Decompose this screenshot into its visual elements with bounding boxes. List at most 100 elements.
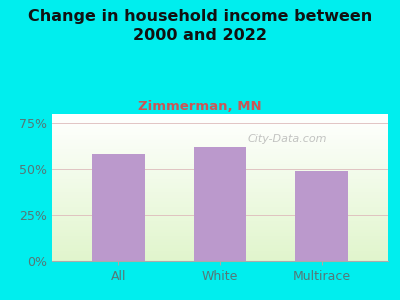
Bar [52,146,388,148]
Bar [52,223,388,224]
Bar [52,123,388,124]
Bar [52,154,388,155]
Bar [52,127,388,129]
Bar [52,152,388,154]
Bar [52,235,388,236]
Bar [52,192,388,194]
Bar [52,149,388,151]
Bar [52,182,388,183]
Text: Zimmerman, MN: Zimmerman, MN [138,100,262,113]
Bar [52,256,388,258]
Bar [52,183,388,184]
Bar [52,201,388,202]
Text: Change in household income between
2000 and 2022: Change in household income between 2000 … [28,9,372,43]
Bar [52,132,388,133]
Bar [52,170,388,171]
Bar [52,118,388,120]
Bar [295,171,348,261]
Bar [52,209,388,211]
Bar [52,188,388,189]
Bar [52,143,388,145]
Bar [52,160,388,161]
Bar [52,249,388,251]
Bar [52,202,388,204]
Bar [52,195,388,196]
Bar [52,239,388,240]
Bar [52,142,388,143]
Bar [52,136,388,137]
Bar [52,251,388,252]
Bar [92,154,145,261]
Text: City-Data.com: City-Data.com [248,134,327,144]
Bar [52,120,388,121]
Bar [52,199,388,201]
Bar [52,227,388,229]
Bar [52,236,388,238]
Bar [52,171,388,173]
Bar [52,205,388,207]
Bar [52,233,388,235]
Bar [52,255,388,256]
Bar [52,158,388,160]
Bar [52,186,388,188]
Bar [52,140,388,142]
Bar [52,130,388,132]
Bar [52,260,388,261]
Bar [52,211,388,212]
Bar [52,121,388,123]
Bar [52,137,388,139]
Bar [52,218,388,220]
Bar [52,184,388,186]
Bar [52,164,388,165]
Bar [52,176,388,177]
Bar [52,139,388,140]
Bar [52,148,388,149]
Bar [52,180,388,182]
Bar [52,248,388,249]
Bar [52,198,388,199]
Bar [52,151,388,152]
Bar [52,212,388,214]
Bar [194,147,246,261]
Bar [52,133,388,135]
Bar [52,196,388,198]
Bar [52,229,388,230]
Bar [52,252,388,253]
Bar [52,124,388,126]
Bar [52,173,388,174]
Bar [52,165,388,167]
Bar [52,242,388,243]
Bar [52,189,388,190]
Bar [52,157,388,158]
Bar [52,240,388,242]
Bar [52,215,388,217]
Bar [52,161,388,163]
Bar [52,217,388,218]
Bar [52,254,388,255]
Bar [52,145,388,146]
Bar [52,232,388,233]
Bar [52,163,388,164]
Bar [52,174,388,176]
Bar [52,116,388,117]
Bar [52,207,388,208]
Bar [52,177,388,179]
Bar [52,221,388,223]
Bar [52,190,388,192]
Bar [52,243,388,245]
Bar [52,230,388,232]
Bar [52,114,388,116]
Bar [52,204,388,205]
Bar [52,126,388,127]
Bar [52,258,388,260]
Bar [52,238,388,239]
Bar [52,208,388,209]
Bar [52,224,388,226]
Bar [52,226,388,227]
Bar [52,129,388,130]
Bar [52,179,388,180]
Bar [52,168,388,170]
Bar [52,220,388,221]
Bar [52,167,388,168]
Bar [52,246,388,248]
